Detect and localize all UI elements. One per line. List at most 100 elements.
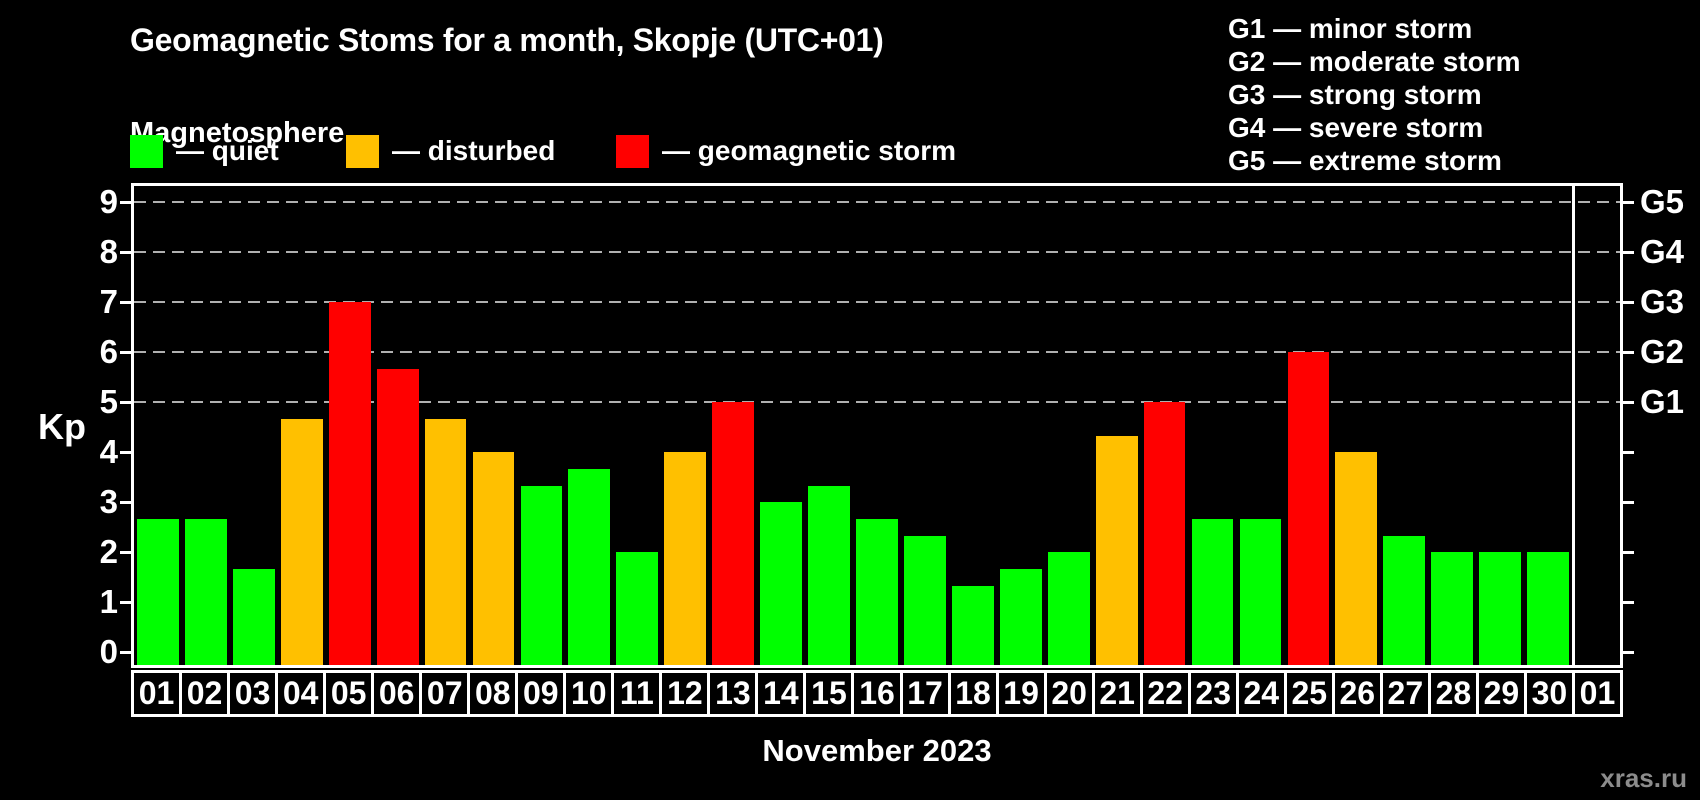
legend-item-disturbed: — disturbed — [346, 134, 555, 168]
grid-line — [134, 301, 1620, 303]
day-cell-label: 01 — [1579, 675, 1616, 711]
right-axis-tick — [1623, 551, 1634, 554]
day-cell-label: 11 — [614, 673, 663, 714]
kp-bar — [137, 518, 179, 665]
day-cell-label: 20 — [1047, 673, 1095, 714]
day-cell-label: 25 — [1287, 673, 1335, 714]
y-axis-tick-label: 2 — [99, 533, 118, 570]
kp-bar — [328, 302, 371, 665]
legend-swatch-storm-icon — [616, 134, 649, 168]
plot-area — [131, 183, 1623, 668]
right-axis-tick — [1623, 401, 1634, 404]
kp-bar — [1335, 452, 1378, 665]
y-axis-tick-label: 8 — [99, 233, 118, 270]
y-axis-tick-label: 0 — [99, 633, 118, 670]
g-level-label: G1 — [1640, 383, 1685, 420]
y-axis-tick — [120, 251, 131, 254]
day-cell-label: 01 — [134, 673, 183, 714]
right-axis-tick — [1623, 201, 1634, 204]
kp-bar — [376, 368, 419, 665]
y-axis-tick-label: 3 — [99, 483, 118, 520]
kp-bar — [184, 518, 227, 665]
day-cell-label: 09 — [518, 673, 567, 714]
right-axis-tick — [1623, 351, 1634, 354]
day-cell-label: 14 — [758, 673, 807, 714]
legend-label-quiet: — quiet — [176, 135, 279, 166]
kp-bar — [520, 485, 563, 665]
y-axis-tick-label: 6 — [99, 333, 118, 370]
y-axis-tick — [120, 401, 131, 404]
day-cell-label: 24 — [1239, 673, 1287, 714]
month-separator-line — [1572, 186, 1576, 665]
kp-bar — [904, 535, 946, 665]
legend-swatch-disturbed-icon — [346, 134, 379, 168]
g-level-label: G3 — [1640, 283, 1685, 320]
kp-bar — [1431, 552, 1474, 665]
kp-bar — [808, 485, 850, 665]
kp-bar — [568, 468, 611, 665]
grid-line — [134, 401, 1620, 403]
y-axis-tick — [120, 201, 131, 204]
storm-scale-line: G5 — extreme storm — [1228, 145, 1502, 176]
legend-swatch-quiet-icon — [130, 134, 163, 168]
g-level-label: G4 — [1640, 233, 1685, 270]
day-cell-label: 08 — [470, 673, 519, 714]
kp-bar — [760, 502, 803, 665]
kp-bar — [232, 568, 275, 665]
day-cell-label: 02 — [182, 673, 231, 714]
right-axis-tick — [1623, 451, 1634, 454]
day-cell-label: 19 — [999, 673, 1047, 714]
g-level-label: G2 — [1640, 333, 1685, 370]
kp-bar — [616, 552, 659, 665]
day-cell-label: 06 — [374, 673, 423, 714]
day-cell-label: 17 — [903, 673, 951, 714]
kp-bar — [1479, 552, 1522, 665]
day-label-row: 01 02 03 04 05 06 07 08 09 10 11 12 13 14 15 16 17 18 19 20… — [131, 670, 1623, 717]
legend-label-disturbed: — disturbed — [392, 135, 556, 166]
y-axis-tick-label: 9 — [99, 183, 118, 220]
y-axis-tick — [120, 501, 131, 504]
day-cell-label: 29 — [1479, 673, 1527, 714]
kp-bar — [1527, 552, 1569, 665]
storm-scale-line: G4 — severe storm — [1228, 112, 1484, 143]
legend-label-storm: — geomagnetic storm — [662, 135, 957, 166]
right-axis-tick — [1623, 651, 1634, 654]
y-axis-title: Kp — [38, 406, 86, 447]
day-cell-label: 30 — [1527, 673, 1575, 714]
kp-bar — [472, 452, 515, 665]
kp-bar — [951, 585, 994, 665]
day-cell-label: 03 — [230, 673, 279, 714]
day-cell-label: 23 — [1191, 673, 1239, 714]
right-axis-tick — [1623, 301, 1634, 304]
g-level-label: G5 — [1640, 183, 1685, 220]
kp-bar — [1383, 535, 1426, 665]
chart-title: Geomagnetic Stoms for a month, Skopje (U… — [130, 22, 884, 58]
day-cell-label: 27 — [1383, 673, 1431, 714]
kp-bar — [712, 402, 755, 665]
right-axis-tick — [1623, 501, 1634, 504]
day-cell-label: 18 — [951, 673, 999, 714]
y-axis-tick — [120, 451, 131, 454]
kp-bar — [1287, 352, 1330, 665]
watermark-link[interactable]: xras.ru — [1600, 763, 1687, 793]
grid-line — [134, 351, 1620, 353]
y-axis-tick — [120, 301, 131, 304]
kp-bar — [664, 452, 707, 665]
day-cell-label: 28 — [1431, 673, 1479, 714]
kp-bar — [1047, 552, 1090, 665]
legend-item-quiet: — quiet — [130, 134, 279, 168]
kp-bar — [1143, 402, 1186, 665]
right-axis-tick — [1623, 251, 1634, 254]
day-cell-label: 15 — [806, 673, 855, 714]
y-axis-tick — [120, 351, 131, 354]
day-cell-label: 22 — [1143, 673, 1191, 714]
kp-bar — [1095, 435, 1138, 665]
day-cell-label: 13 — [710, 673, 759, 714]
y-axis-tick-label: 5 — [99, 383, 118, 420]
day-cell-label: 04 — [278, 673, 327, 714]
x-axis-title: November 2023 — [762, 733, 992, 768]
y-axis-tick — [120, 551, 131, 554]
day-cell-label: 12 — [662, 673, 711, 714]
kp-bar — [1191, 518, 1234, 665]
